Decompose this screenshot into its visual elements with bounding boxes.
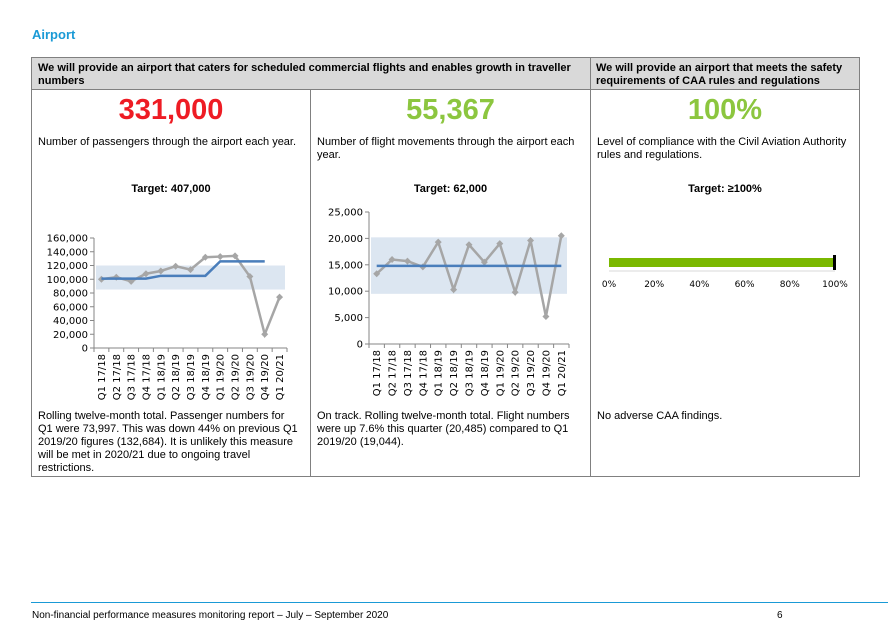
x-tick-label: Q1 20/21 — [557, 350, 568, 396]
x-tick-label: Q4 17/18 — [418, 350, 429, 396]
x-tick-label: Q2 17/18 — [112, 354, 123, 400]
data-point — [172, 262, 180, 270]
measure-target: Target: ≥100% — [688, 183, 762, 195]
header-safety: We will provide an airport that meets th… — [590, 58, 859, 90]
y-tick-label: 60,000 — [53, 302, 88, 313]
passengers-chart: 0 20,000 40,000 60,000 80,000 100,000 120,000 1… — [47, 234, 288, 400]
x-tick-label: Q1 18/19 — [156, 354, 167, 400]
data-point — [157, 267, 165, 275]
x-tick-label: 40% — [689, 280, 709, 290]
x-tick-label: Q1 18/19 — [434, 350, 445, 396]
x-tick-label: 100% — [822, 280, 848, 290]
data-point — [403, 257, 411, 265]
data-point — [201, 253, 209, 261]
y-tick-label: 10,000 — [328, 287, 363, 298]
data-point — [246, 273, 254, 280]
data-point — [187, 266, 194, 274]
measure-value: 55,367 — [406, 94, 495, 126]
measure-compliance: 100% Level of compliance with the Civil … — [591, 90, 859, 476]
y-tick-label: 160,000 — [47, 234, 88, 245]
x-tick-label: 20% — [644, 280, 664, 290]
measure-passengers: 331,000 Number of passengers through the… — [32, 90, 310, 476]
column-divider — [590, 58, 591, 476]
measure-note: On track. Rolling twelve-month total. Fl… — [317, 410, 570, 448]
measure-description: Number of passengers through the airport… — [38, 136, 297, 148]
data-point — [527, 237, 535, 245]
x-tick-label: Q3 19/20 — [526, 350, 537, 396]
data-point — [496, 240, 504, 248]
x-tick-label: Q4 18/19 — [201, 354, 212, 400]
y-tick-label: 15,000 — [328, 260, 363, 271]
data-point — [142, 270, 150, 278]
measure-target: Target: 407,000 — [131, 183, 211, 195]
x-tick-label: Q2 18/19 — [171, 354, 182, 400]
header-growth: We will provide an airport that caters f… — [32, 58, 590, 90]
footer-divider — [31, 602, 888, 603]
measure-value: 100% — [687, 94, 763, 126]
data-point — [231, 252, 239, 260]
data-point — [465, 241, 473, 249]
compliance-chart: 0% 20% 40% 60% 80% 100% — [602, 255, 848, 290]
x-tick-label: Q3 17/18 — [127, 354, 138, 400]
y-tick-label: 120,000 — [47, 261, 88, 272]
target-marker — [833, 255, 836, 270]
y-tick-label: 20,000 — [53, 330, 88, 341]
flights-chart: 0 5,000 10,000 15,000 20,000 25,000 Q1 17/18 Q2… — [328, 208, 570, 396]
data-point — [276, 293, 284, 301]
x-tick-label: Q4 18/19 — [480, 350, 491, 396]
x-tick-label: Q2 19/20 — [231, 354, 242, 400]
y-tick-label: 140,000 — [47, 247, 88, 258]
data-point — [480, 258, 488, 266]
x-tick-label: Q1 17/18 — [97, 354, 108, 400]
measure-description: Number of flight movements through the a… — [317, 136, 575, 161]
page-number: 6 — [777, 610, 783, 621]
y-tick-label: 100,000 — [47, 275, 88, 286]
y-tick-label: 25,000 — [328, 208, 363, 219]
x-tick-label: Q3 18/19 — [186, 354, 197, 400]
data-point — [434, 238, 442, 246]
x-tick-label: Q2 18/19 — [449, 350, 460, 396]
data-point — [557, 232, 565, 240]
measure-flights: 55,367 Number of flight movements throug… — [311, 90, 590, 476]
measure-description: Level of compliance with the Civil Aviat… — [597, 136, 847, 161]
data-point — [542, 313, 550, 321]
data-point — [261, 330, 269, 338]
measures-table: We will provide an airport that caters f… — [31, 57, 860, 477]
data-point — [373, 270, 381, 278]
x-tick-label: Q3 18/19 — [465, 350, 476, 396]
y-tick-label: 0 — [357, 340, 363, 351]
x-tick-label: Q4 19/20 — [260, 354, 271, 400]
y-tick-label: 5,000 — [334, 313, 363, 324]
data-point — [216, 253, 224, 261]
data-point — [388, 256, 396, 264]
y-tick-label: 0 — [82, 344, 88, 355]
x-tick-label: 0% — [602, 280, 617, 290]
y-tick-label: 20,000 — [328, 234, 363, 245]
x-tick-label: 60% — [735, 280, 755, 290]
measure-value: 331,000 — [118, 94, 224, 126]
measure-note: No adverse CAA findings. — [597, 410, 723, 422]
x-tick-label: Q1 19/20 — [216, 354, 227, 400]
x-tick-label: Q1 19/20 — [495, 350, 506, 396]
measure-note: Rolling twelve-month total. Passenger nu… — [38, 410, 298, 474]
x-tick-label: Q1 17/18 — [372, 350, 383, 396]
measure-target: Target: 62,000 — [413, 183, 488, 195]
x-tick-label: Q3 19/20 — [245, 354, 256, 400]
data-point — [450, 286, 458, 294]
x-tick-label: 80% — [780, 280, 800, 290]
footer-title: Non-financial performance measures monit… — [32, 610, 389, 621]
x-tick-label: Q4 19/20 — [541, 350, 552, 396]
section-title: Airport — [32, 27, 76, 42]
column-divider — [310, 90, 311, 476]
target-series-line — [101, 260, 265, 280]
x-tick-label: Q2 19/20 — [511, 350, 522, 396]
x-tick-label: Q2 17/18 — [388, 350, 399, 396]
x-tick-label: Q3 17/18 — [403, 350, 414, 396]
y-tick-label: 40,000 — [53, 316, 88, 327]
y-tick-label: 80,000 — [53, 289, 88, 300]
compliance-bar — [609, 258, 835, 267]
x-tick-label: Q1 20/21 — [275, 354, 286, 400]
x-tick-label: Q4 17/18 — [141, 354, 152, 400]
